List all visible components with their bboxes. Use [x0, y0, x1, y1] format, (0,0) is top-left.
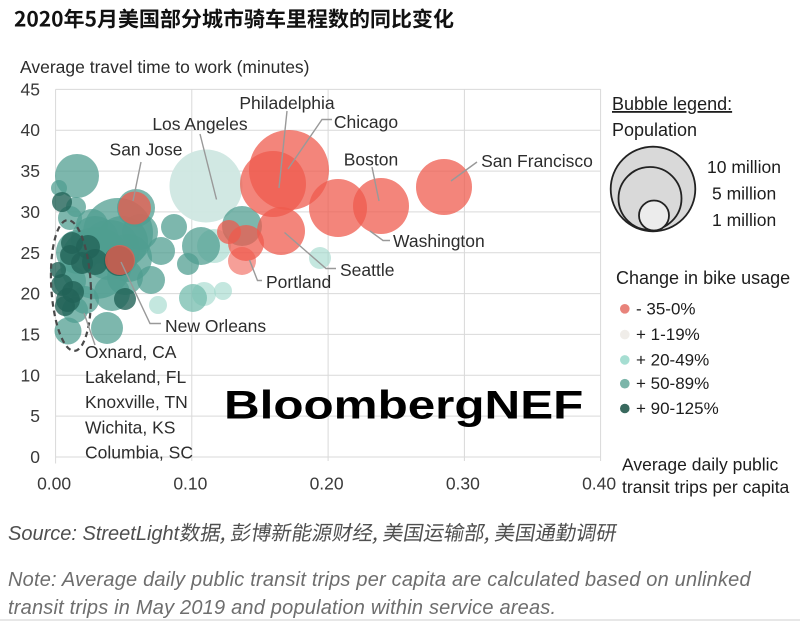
- svg-text:+ 1-19%: + 1-19%: [636, 325, 700, 344]
- svg-text:Chicago: Chicago: [334, 112, 398, 132]
- svg-text:1 million: 1 million: [712, 210, 776, 230]
- svg-text:0.20: 0.20: [310, 474, 344, 494]
- svg-text:Boston: Boston: [344, 150, 398, 170]
- svg-text:5 million: 5 million: [712, 184, 776, 204]
- svg-text:Average travel time to work (m: Average travel time to work (minutes): [20, 57, 310, 77]
- svg-text:Source: StreetLight: Source: StreetLight: [8, 523, 181, 545]
- svg-text:Portland: Portland: [266, 272, 331, 292]
- svg-text:15: 15: [21, 324, 40, 344]
- svg-text:35: 35: [21, 161, 40, 181]
- svg-text:- 35-0%: - 35-0%: [636, 299, 696, 318]
- svg-text:Oxnard, CA: Oxnard, CA: [85, 342, 177, 362]
- svg-text:Los Angeles: Los Angeles: [152, 114, 248, 134]
- svg-text:0: 0: [30, 447, 40, 467]
- svg-text:+ 20-49%: + 20-49%: [636, 350, 709, 369]
- svg-text:+ 90-125%: + 90-125%: [636, 399, 719, 418]
- svg-text:+ 50-89%: + 50-89%: [636, 374, 709, 393]
- svg-text:San Jose: San Jose: [110, 140, 183, 160]
- svg-text:BloombergNEF: BloombergNEF: [224, 384, 583, 427]
- svg-text:Columbia, SC: Columbia, SC: [85, 442, 193, 462]
- svg-text:30: 30: [21, 202, 41, 222]
- svg-text:45: 45: [21, 79, 40, 99]
- svg-text:Bubble legend:: Bubble legend:: [612, 94, 732, 114]
- svg-text:20: 20: [21, 284, 41, 304]
- svg-text:Lakeland, FL: Lakeland, FL: [85, 367, 186, 387]
- svg-text:Knoxville, TN: Knoxville, TN: [85, 392, 188, 412]
- svg-text:transit trips per capita: transit trips per capita: [622, 477, 790, 497]
- svg-text:San Francisco: San Francisco: [481, 151, 593, 171]
- svg-text:New Orleans: New Orleans: [165, 316, 266, 336]
- svg-text:Philadelphia: Philadelphia: [239, 93, 335, 113]
- svg-text:10: 10: [21, 365, 41, 385]
- svg-text:5: 5: [30, 406, 40, 426]
- svg-text:Change in bike usage: Change in bike usage: [616, 268, 790, 288]
- svg-text:Average daily public: Average daily public: [622, 455, 779, 475]
- svg-text:10 million: 10 million: [707, 157, 781, 177]
- svg-text:40: 40: [21, 120, 41, 140]
- svg-text:0.10: 0.10: [173, 474, 207, 494]
- svg-text:0.00: 0.00: [37, 474, 71, 494]
- svg-text:Population: Population: [612, 120, 697, 140]
- svg-text:Washington: Washington: [393, 231, 485, 251]
- svg-text:Seattle: Seattle: [340, 260, 394, 280]
- svg-text:25: 25: [21, 243, 40, 263]
- svg-text:0.40: 0.40: [582, 474, 616, 494]
- svg-text:0.30: 0.30: [446, 474, 480, 494]
- svg-text:Wichita, KS: Wichita, KS: [85, 417, 175, 437]
